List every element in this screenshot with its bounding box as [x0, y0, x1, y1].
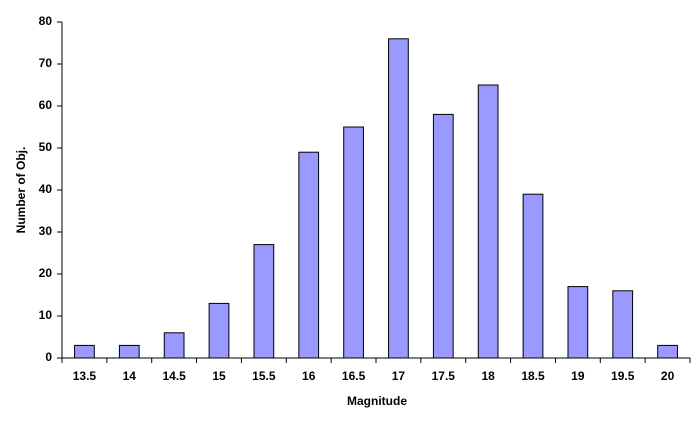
bar	[118, 344, 140, 359]
bar	[657, 344, 678, 359]
bar	[208, 302, 230, 359]
x-tick-label: 16	[302, 369, 316, 383]
x-axis-label: Magnitude	[347, 394, 407, 408]
y-tick-label: 80	[39, 14, 53, 28]
bar	[343, 126, 364, 359]
bar	[477, 84, 499, 359]
x-tick-label: 18.5	[521, 369, 545, 383]
y-tick-label: 70	[39, 56, 53, 70]
bar	[253, 244, 275, 359]
bar	[298, 151, 320, 359]
bar	[522, 193, 544, 359]
y-axis-label: Number of Obj.	[14, 147, 28, 234]
x-tick-label: 15.5	[252, 369, 276, 383]
bar	[612, 290, 634, 359]
x-tick-label: 15	[212, 369, 226, 383]
x-tick-label: 14	[123, 369, 137, 383]
x-tick-label: 17	[392, 369, 406, 383]
y-tick-label: 40	[39, 182, 53, 196]
bar	[567, 286, 589, 359]
bar	[74, 344, 95, 359]
x-tick-label: 20	[661, 369, 675, 383]
x-tick-label: 19.5	[611, 369, 635, 383]
y-tick-label: 60	[39, 98, 53, 112]
x-tick-label: 18	[481, 369, 495, 383]
x-tick-label: 16.5	[342, 369, 366, 383]
bar	[388, 38, 409, 359]
x-tick-label: 14.5	[162, 369, 186, 383]
y-tick-label: 0	[45, 350, 52, 364]
x-tick-label: 19	[571, 369, 585, 383]
y-tick-label: 10	[39, 308, 53, 322]
y-tick-label: 50	[39, 140, 53, 154]
x-tick-label: 13.5	[73, 369, 97, 383]
bar	[163, 332, 185, 359]
y-tick-label: 20	[39, 266, 53, 280]
x-tick-label: 17.5	[432, 369, 456, 383]
y-tick-label: 30	[39, 224, 53, 238]
bar	[432, 113, 454, 359]
